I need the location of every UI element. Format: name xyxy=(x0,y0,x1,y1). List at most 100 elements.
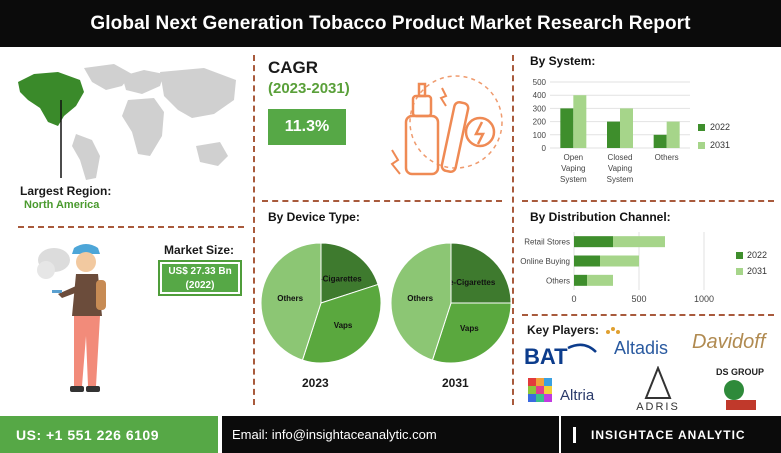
head-shape xyxy=(76,252,96,272)
pie-slice-label: Vaps xyxy=(334,321,353,330)
channel-xtick-label: 0 xyxy=(571,294,576,304)
system-ytick-label: 400 xyxy=(533,91,547,100)
divider-middle-horizontal xyxy=(262,200,502,202)
channel-bar-2022 xyxy=(574,274,587,286)
system-ytick-label: 100 xyxy=(533,131,547,140)
channel-xtick-label: 1000 xyxy=(694,294,714,304)
divider-left-horizontal xyxy=(18,226,244,228)
system-legend-label: 2022 xyxy=(710,122,730,132)
channel-bar-2022 xyxy=(574,236,613,248)
system-category-label: Closed xyxy=(608,153,633,162)
shoe-left-shape xyxy=(70,386,84,392)
system-ytick-label: 200 xyxy=(533,118,547,127)
pie-2023-year: 2023 xyxy=(302,376,329,390)
altadis-logo-text: Altadis xyxy=(614,338,668,358)
channel-legend-swatch xyxy=(736,268,743,275)
system-bar-2022 xyxy=(607,121,620,148)
divider-left xyxy=(253,55,255,405)
pie-slice-others xyxy=(390,242,452,361)
channel-bar-2022 xyxy=(574,255,600,267)
device-pie-2031: e-Cigarettes Vaps Others xyxy=(390,242,512,364)
footer-brand: INSIGHTACE ANALYTIC xyxy=(561,416,781,453)
davidoff-logo: Davidoff xyxy=(692,331,768,353)
divider-right-horizontal-1 xyxy=(522,200,774,202)
system-category-label: Vaping xyxy=(561,164,585,173)
channel-category-label: Others xyxy=(546,276,570,285)
system-category-label: Open xyxy=(564,153,584,162)
cagr-title: CAGR xyxy=(268,58,319,77)
greenland-shape xyxy=(84,64,132,90)
divider-right-horizontal-2 xyxy=(522,314,774,316)
channel-category-label: Retail Stores xyxy=(524,238,570,247)
system-category-label: Others xyxy=(655,153,679,162)
bat-logo: BAT xyxy=(524,343,597,369)
channel-category-label: Online Buying xyxy=(520,257,570,266)
footer-email: Email: info@insightaceanalytic.com xyxy=(222,416,559,453)
south-america-shape xyxy=(72,134,100,180)
davidoff-logo-text: Davidoff xyxy=(692,331,768,353)
system-bar-2022 xyxy=(653,134,667,148)
channel-bar-2031 xyxy=(600,255,639,267)
market-size-year: (2022) xyxy=(185,280,215,291)
pie-slice-e-cigarettes xyxy=(450,242,512,304)
key-players-title: Key Players: xyxy=(527,323,600,337)
vape-devices-icon xyxy=(390,75,503,176)
footer-phone: US: +1 551 226 6109 xyxy=(0,416,218,453)
australia-shape xyxy=(196,142,228,166)
system-ytick-label: 500 xyxy=(533,78,547,87)
africa-shape xyxy=(122,98,164,156)
pie-slice-label: Vaps xyxy=(460,324,479,333)
north-america-shape xyxy=(18,72,84,126)
pie-slice-others xyxy=(260,242,322,361)
pie-slice-label: Others xyxy=(277,294,303,303)
jacket-shape xyxy=(72,274,102,316)
channel-legend-swatch xyxy=(736,252,743,259)
adris-logo-text: ADRIS xyxy=(636,401,680,412)
brand-icon xyxy=(573,426,583,443)
adris-logo: ADRIS xyxy=(636,366,680,412)
trousers-shape xyxy=(74,316,100,386)
altria-logo-text: Altria xyxy=(560,387,595,404)
by-system-title: By System: xyxy=(530,54,596,68)
market-size-box: US$ 27.33 Bn (2022) xyxy=(158,260,242,296)
pie-slice-vaps xyxy=(301,283,382,364)
channel-bar-2031 xyxy=(613,236,665,248)
system-category-label: Vaping xyxy=(608,164,632,173)
system-ytick-label: 300 xyxy=(533,104,547,113)
pie-slice-vaps xyxy=(431,302,512,364)
by-channel-chart: 0 500 1000 Retail Stores Online Buying Others… xyxy=(520,232,767,304)
system-category-label: System xyxy=(560,175,587,184)
channel-legend-label: 2022 xyxy=(747,250,767,260)
channel-bar-2031 xyxy=(587,274,613,286)
system-bar-2031 xyxy=(666,121,680,148)
largest-region-label: Largest Region: xyxy=(20,184,112,198)
by-device-title: By Device Type: xyxy=(268,210,360,224)
ds-group-logo-text: DS GROUP xyxy=(716,367,764,377)
channel-legend-label: 2031 xyxy=(747,266,767,276)
pie-slice-label: Others xyxy=(407,294,433,303)
backpack-shape xyxy=(96,280,106,310)
system-legend-swatch xyxy=(698,142,705,149)
system-legend-label: 2031 xyxy=(710,140,730,150)
market-size-label: Market Size: xyxy=(164,243,235,257)
vape-shape xyxy=(52,290,62,293)
cap-shape xyxy=(72,244,100,254)
shoe-right-shape xyxy=(86,386,100,392)
title-bar: Global Next Generation Tobacco Product M… xyxy=(0,0,781,47)
altadis-logo: Altadis xyxy=(606,327,668,358)
system-bar-2022 xyxy=(560,108,574,148)
by-system-chart: 0 100 200 300 400 500 Open Vaping System Closed Va… xyxy=(533,78,730,184)
system-bar-2031 xyxy=(573,95,587,148)
cagr-period: (2023-2031) xyxy=(268,80,350,97)
world-map xyxy=(18,64,236,180)
europe-shape xyxy=(122,70,164,94)
asia-shape xyxy=(160,68,236,118)
channel-xtick-label: 500 xyxy=(631,294,646,304)
brand-name: INSIGHTACE ANALYTIC xyxy=(591,427,746,442)
system-category-label: System xyxy=(607,175,634,184)
cagr-value: 11.3% xyxy=(268,109,346,145)
device-pie-2023: e-Cigarettes Vaps Others xyxy=(260,242,382,364)
system-legend-swatch xyxy=(698,124,705,131)
person-illustration xyxy=(37,244,106,392)
divider-right xyxy=(512,55,514,405)
